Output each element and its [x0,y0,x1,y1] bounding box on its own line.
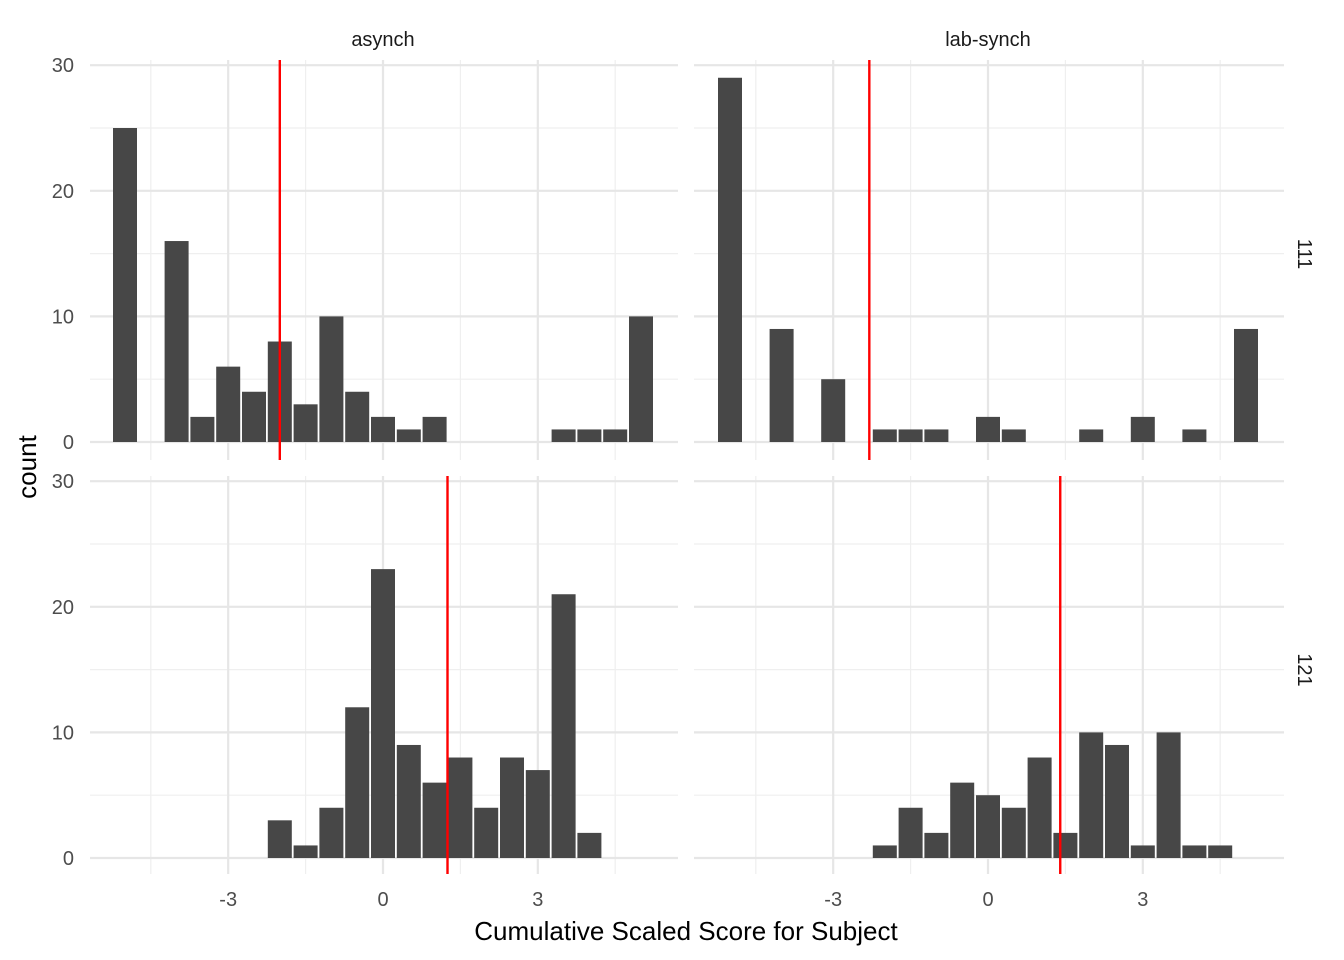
histogram-bar [629,316,653,442]
histogram-bar [1130,845,1155,858]
x-tick-label: 0 [982,889,993,911]
histogram-bar [422,782,447,858]
panel-lab-synch-111 [694,60,1284,460]
histogram-bar [924,832,949,858]
histogram-bar [718,77,742,442]
histogram-bar [371,569,395,858]
y-tick-label: 10 [52,722,74,744]
x-axis-title: Cumulative Scaled Score for Subject [474,916,898,946]
histogram-bar [898,807,923,858]
histogram-bar [371,416,395,442]
x-tick-label: 3 [1137,889,1148,911]
histogram-bar [216,366,241,442]
y-tick-label: 0 [63,432,74,454]
histogram-bar [1182,845,1207,858]
histogram-bar [113,128,137,442]
histogram-bar [190,416,215,442]
panel-asynch-121: 0 10 20 30 -3 0 3 [52,471,678,911]
histogram-bar [319,807,344,858]
histogram-bar [1027,757,1052,858]
panel-asynch-111: 0 10 20 30 [52,55,678,460]
histogram-bar [345,391,370,442]
y-tick-label: 30 [52,55,74,77]
histogram-bar [474,807,499,858]
y-tick-label: 30 [52,471,74,493]
histogram-bar [525,770,550,858]
histogram-bar [898,429,923,442]
y-tick-label: 20 [52,597,74,619]
strip-label-row-111: 111 [1293,239,1315,269]
y-axis-title: count [12,434,42,498]
histogram-bar [976,416,1000,442]
histogram-bar [319,316,344,442]
histogram-bar [603,429,628,442]
histogram-bar [500,757,524,858]
y-tick-label: 10 [52,306,74,328]
histogram-bar [345,707,370,858]
histogram-bar [1105,744,1129,858]
histogram-bar [1001,429,1026,442]
y-tick-label: 0 [63,848,74,870]
strip-label-asynch: asynch [351,29,414,51]
panels-layer: 0 10 20 30 0 10 20 30 -3 0 3 -3 0 3 [52,55,1284,911]
histogram-bar [1156,732,1181,858]
histogram-bar [872,429,897,442]
strip-label-row-121: 121 [1293,653,1315,686]
histogram-bar [821,379,846,442]
histogram-bar [950,782,975,858]
histogram-bar [242,391,266,442]
histogram-bar [1234,328,1258,442]
x-tick-label: 3 [532,889,543,911]
histogram-bar [577,429,602,442]
histogram-bar [1001,807,1026,858]
histogram-bar [164,241,189,442]
histogram-bar [924,429,949,442]
histogram-bar [1053,832,1078,858]
histogram-bar [422,416,447,442]
histogram-bar [551,429,576,442]
histogram-bar [1208,845,1233,858]
histogram-bar [293,404,318,442]
histogram-bar [1079,429,1104,442]
histogram-bar [769,328,794,442]
histogram-bar [396,429,421,442]
x-tick-label: 0 [377,889,388,911]
histogram-bar [976,795,1000,858]
x-tick-label: -3 [824,889,842,911]
x-tick-label: -3 [219,889,237,911]
histogram-bar [551,594,576,858]
histogram-bar [1130,416,1155,442]
histogram-bar [577,832,602,858]
panel-lab-synch-121: -3 0 3 [694,476,1284,911]
histogram-bar [448,757,473,858]
y-tick-label: 20 [52,181,74,203]
histogram-bar [872,845,897,858]
histogram-bar [293,845,318,858]
strip-label-lab-synch: lab-synch [945,29,1031,51]
histogram-bar [267,820,292,858]
histogram-bar [1182,429,1207,442]
histogram-bar [396,744,421,858]
histogram-bar [1079,732,1104,858]
